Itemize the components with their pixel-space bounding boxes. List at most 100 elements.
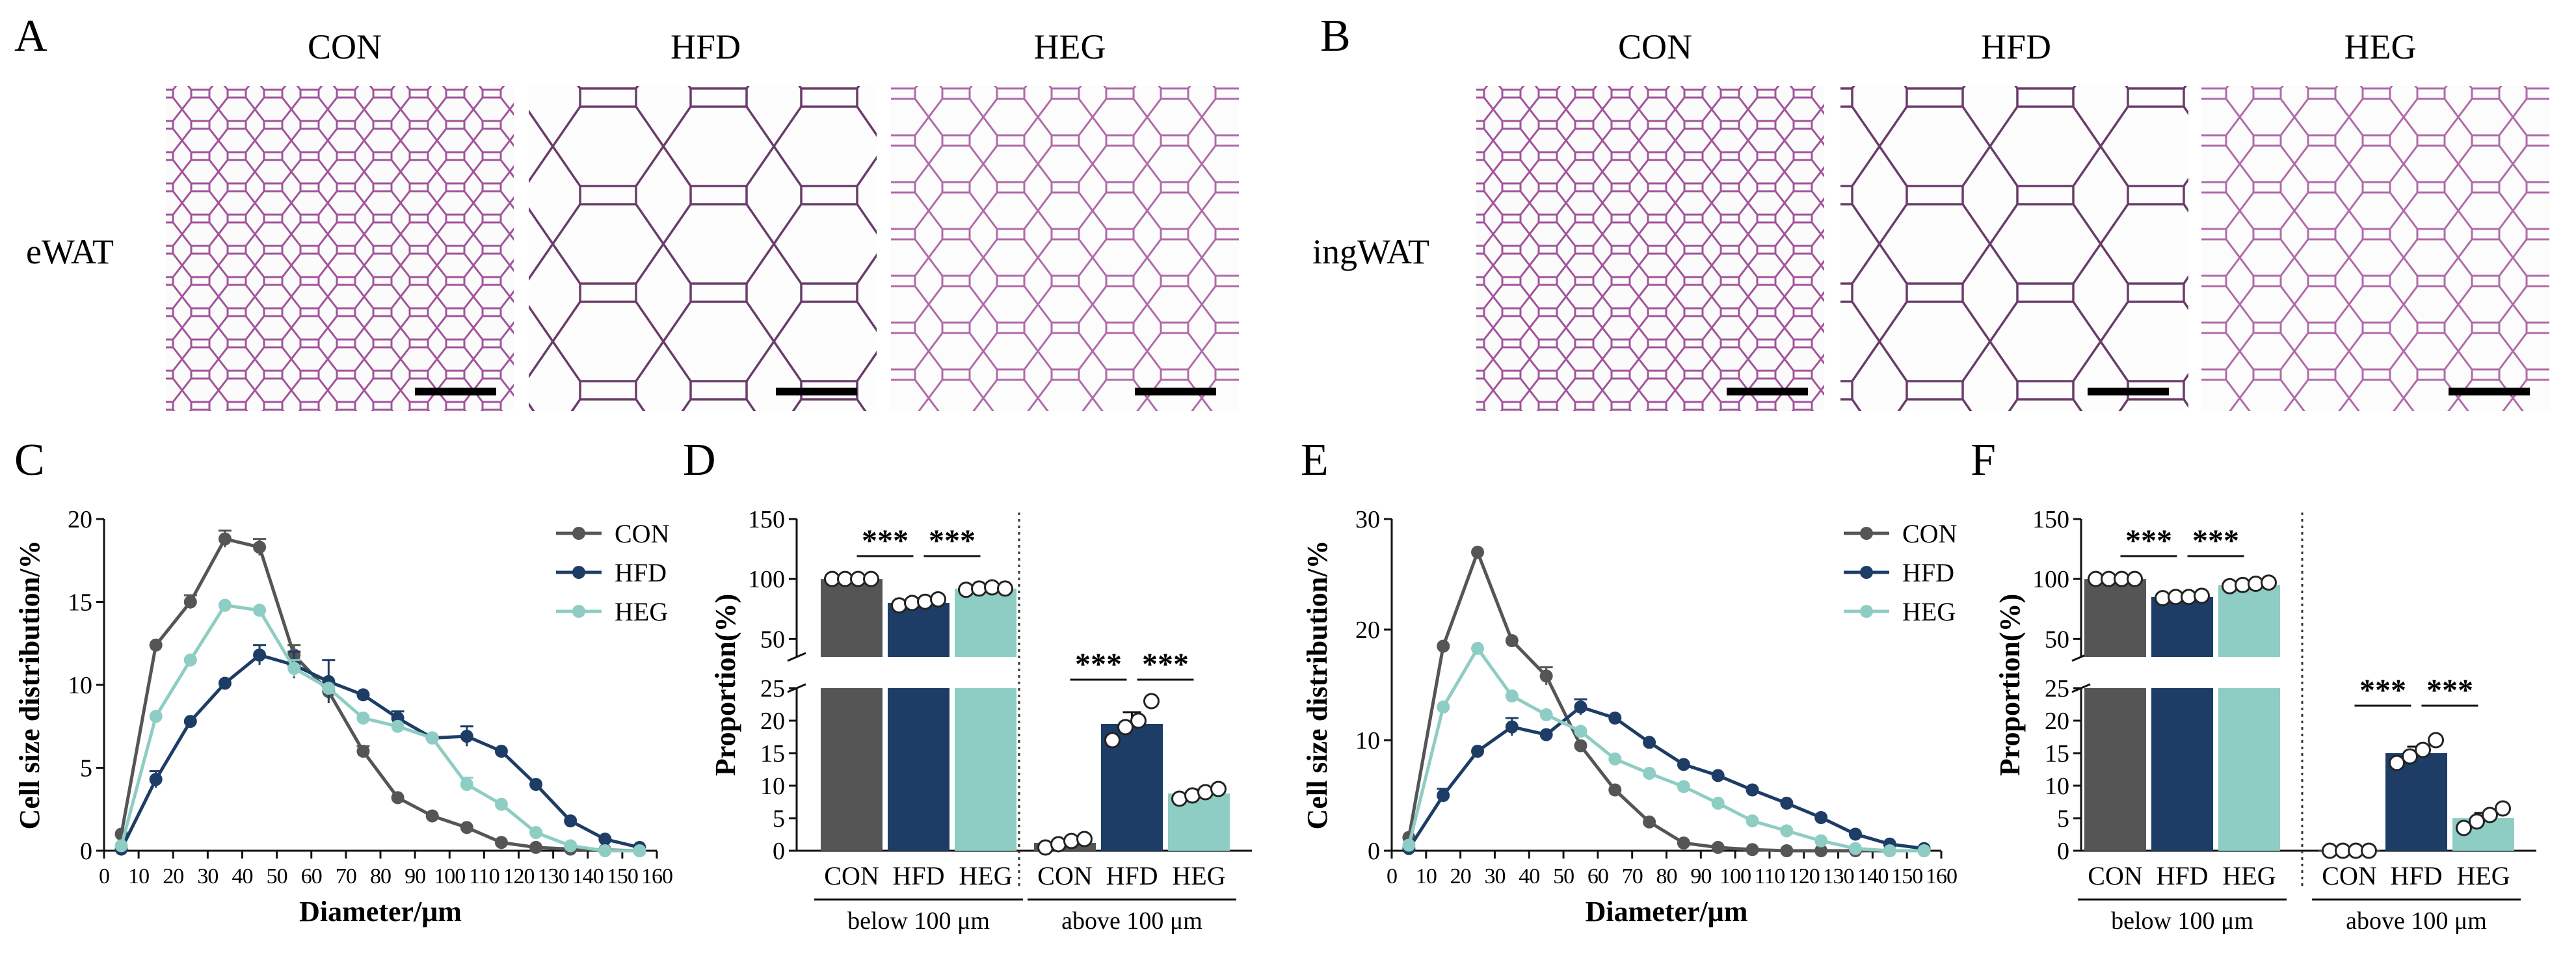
y-tick-label: 25 [760,675,785,702]
x-tick-label: 120 [503,864,535,888]
data-point-heg [1471,641,1485,655]
data-point-con [1437,639,1450,653]
bar-heg-lower [955,688,1016,851]
legend-label-heg: HEG [615,597,668,626]
x-tick-label: 10 [1416,864,1437,888]
data-point-heg [1539,708,1553,721]
histology-a-heg [891,86,1239,411]
data-point-heg [598,844,612,857]
y-tick-label: 0 [1368,838,1380,865]
panel-letter-f: F [1971,435,1996,485]
x-tick-label: 90 [405,864,425,888]
individual-point-heg [1171,790,1188,807]
y-tick-label: 20 [68,506,92,533]
x-tick-label: 0 [1387,864,1397,888]
individual-point-heg [2456,820,2472,836]
data-point-heg [1848,842,1862,855]
data-point-con [356,745,370,758]
individual-point-hfd [1104,732,1121,749]
bar-heg-upper [955,588,1016,657]
chart-f-proportion: 0 5 10 15 20 25 50 100 150 Proportion(%) CON HFD HEG… [1994,506,2536,935]
individual-point-con [1076,831,1093,847]
significance-stars: *** [2359,673,2406,708]
data-point-hfd [494,745,508,758]
y-tick-label: 5 [80,755,92,782]
y-tick-label: 25 [2045,675,2069,702]
individual-point-hfd [2402,748,2418,765]
data-point-heg [218,598,232,612]
data-point-heg [322,682,336,695]
bar-con-upper [2084,579,2146,657]
legend-label-hfd: HFD [1902,558,1954,587]
x-tick-label: 150 [1891,864,1922,888]
data-point-con [529,840,543,854]
data-point-hfd [598,833,612,846]
title-a-con: CON [308,27,382,66]
category-label-hfd: HFD [892,861,944,890]
data-point-con [218,532,232,546]
series-line-heg [120,603,640,853]
series-line-con [120,537,640,853]
significance-stars: *** [929,524,976,558]
title-b-con: CON [1618,27,1692,66]
x-tick-label: 90 [1690,864,1711,888]
series-line-hfd [1407,705,1924,851]
data-point-hfd [218,676,232,690]
category-label-con: CON [2088,861,2142,890]
legend-marker-heg [572,605,585,618]
y-tick-label: 20 [2045,708,2069,735]
x-tick-label: 160 [641,864,672,888]
data-point-hfd [1711,769,1725,782]
y-tick-label: 100 [748,566,785,593]
data-point-hfd [1677,758,1690,771]
individual-point-heg [2495,800,2511,817]
individual-point-con [863,570,879,587]
x-tick-label: 30 [1484,864,1505,888]
x-tick-label: 100 [1720,864,1751,888]
x-tick-label: 30 [197,864,218,888]
data-point-heg [1608,752,1622,766]
scalebar-a-heg [1135,388,1216,395]
data-point-heg [460,778,473,791]
individual-point-hfd [1117,719,1134,736]
x-tick-label: 110 [1755,864,1785,888]
data-point-heg [1917,844,1931,857]
x-tick-label: 20 [1450,864,1471,888]
y-tick-label: 10 [2045,773,2069,800]
y-tick-label: 100 [2032,566,2069,593]
data-point-hfd [460,730,473,743]
x-tick-label: 160 [1926,864,1957,888]
category-label-hfd: HFD [2390,861,2442,890]
histology-b-heg [2201,86,2549,411]
title-b-heg: HEG [2344,27,2417,66]
individual-point-hfd [2428,732,2444,749]
data-point-heg [1883,844,1896,857]
individual-point-heg [997,580,1013,597]
y-tick-label: 15 [68,589,92,617]
y-tick-label: 20 [1355,617,1380,644]
data-point-heg [425,731,439,745]
y-tick-label: 5 [773,805,785,833]
y-tick-label: 30 [1355,506,1380,533]
data-point-heg [1711,796,1725,810]
category-label-heg: HEG [959,861,1012,890]
panel-letter-c: C [14,435,45,485]
data-point-con [183,595,197,609]
legend-marker-heg [1860,605,1873,618]
x-axis-label: Diameter/μm [1586,896,1748,927]
individual-point-hfd [891,597,907,614]
category-label-heg: HEG [2222,861,2276,890]
individual-point-con [1063,833,1080,849]
scalebar-b-heg [2449,388,2530,395]
x-tick-label: 70 [336,864,356,888]
x-tick-label: 80 [1656,864,1677,888]
chart-d-proportion: 0 5 10 15 20 25 50 100 150 Proportion(%) CON HFD HEG… [710,506,1252,935]
y-axis-label: Cell size distribution/% [1301,540,1333,830]
category-label-hfd: HFD [2156,861,2208,890]
data-point-hfd [1643,736,1656,749]
data-point-heg [1505,689,1519,702]
individual-point-heg [1184,787,1201,804]
individual-point-heg [2482,807,2498,823]
bar-con-lower [2084,688,2146,851]
series-line-con [1407,547,1924,853]
